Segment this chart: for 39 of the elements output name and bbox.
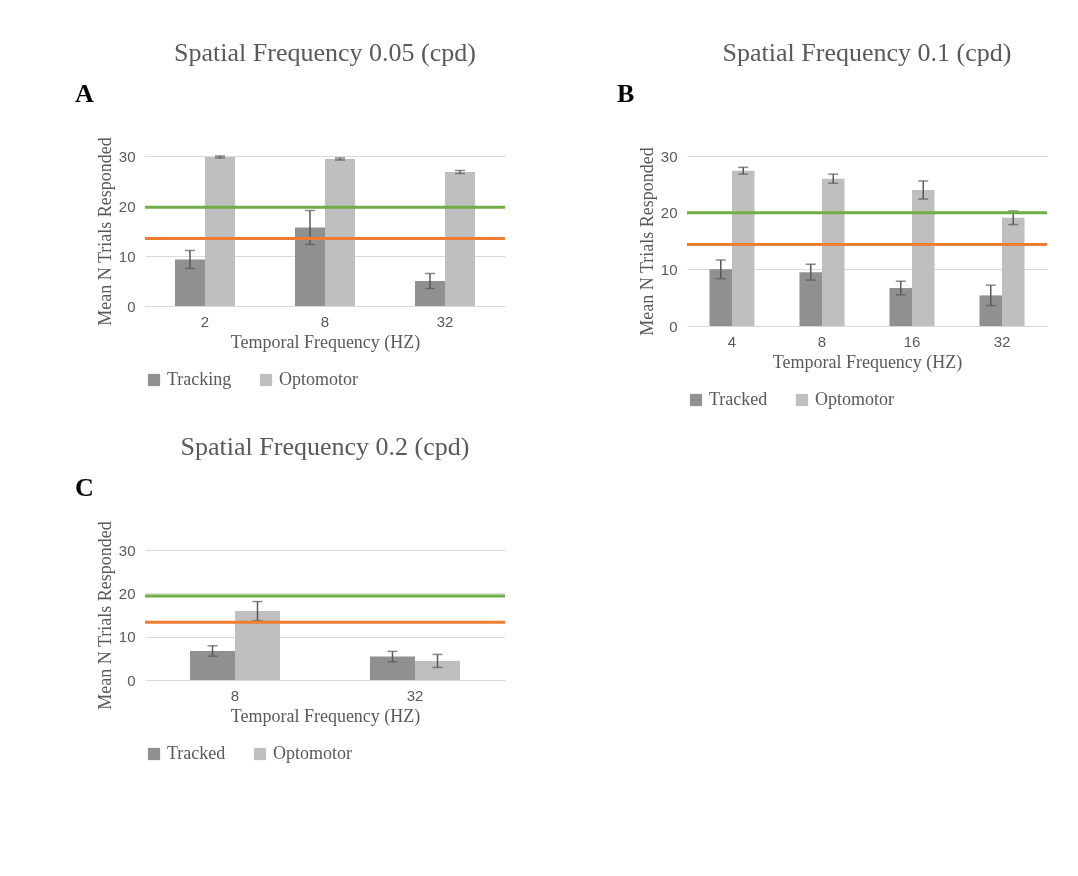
y-axis-title: Mean N Trials Responded [94,137,115,326]
x-tick-label: 32 [436,312,454,330]
x-tick-label: 8 [817,332,827,350]
text: A [75,79,94,108]
x-tick-label: 32 [406,686,424,704]
legend-label: Tracked [709,389,768,409]
y-tick-label: 30 [118,147,136,165]
x-tick-label: 8 [230,686,240,704]
legend-label: Optomotor [279,369,358,389]
x-axis-title: Temporal Frequency (HZ) [230,331,421,353]
y-tick-label: 0 [127,297,136,315]
y-tick-label: 10 [118,628,136,646]
y-tick-label: 20 [118,197,136,215]
y-tick-label: 10 [118,247,136,265]
text: C [75,473,94,502]
chart-title: Spatial Frequency 0.1 (cpd) [722,38,1012,67]
y-axis-title: Mean N Trials Responded [636,147,657,336]
x-tick-label: 32 [993,332,1011,350]
x-axis-title: Temporal Frequency (HZ) [230,705,421,727]
chart-title: Spatial Frequency 0.05 (cpd) [174,38,476,67]
y-tick-label: 0 [669,317,678,335]
y-tick-label: 10 [660,260,678,278]
y-axis-title: Mean N Trials Responded [94,521,115,710]
chart-title: Spatial Frequency 0.2 (cpd) [180,432,470,461]
text: B [617,79,635,108]
x-tick-label: 8 [320,312,330,330]
y-tick-label: 20 [118,584,136,602]
legend-label: Optomotor [273,743,352,763]
x-axis-title: Temporal Frequency (HZ) [772,351,963,373]
y-tick-label: 30 [660,147,678,165]
x-tick-label: 16 [903,332,921,350]
legend-label: Tracking [167,369,232,389]
legend-label: Tracked [167,743,226,763]
legend-label: Optomotor [815,389,894,409]
y-tick-label: 30 [118,541,136,559]
y-tick-label: 0 [127,671,136,689]
x-tick-label: 4 [727,332,737,350]
y-tick-label: 20 [660,204,678,222]
x-tick-label: 2 [200,312,210,330]
